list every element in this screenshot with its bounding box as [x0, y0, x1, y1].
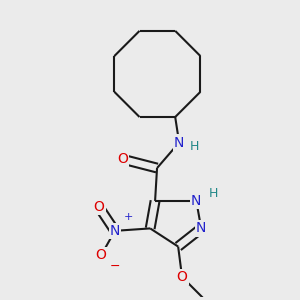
- Text: O: O: [96, 248, 106, 262]
- Text: O: O: [177, 270, 188, 284]
- Text: −: −: [110, 260, 120, 273]
- Text: N: N: [110, 224, 120, 238]
- Text: +: +: [124, 212, 133, 222]
- Text: H: H: [209, 187, 218, 200]
- Text: N: N: [174, 136, 184, 149]
- Text: O: O: [117, 152, 128, 166]
- Text: O: O: [94, 200, 105, 214]
- Text: N: N: [196, 221, 206, 236]
- Text: H: H: [190, 140, 200, 153]
- Text: N: N: [191, 194, 202, 208]
